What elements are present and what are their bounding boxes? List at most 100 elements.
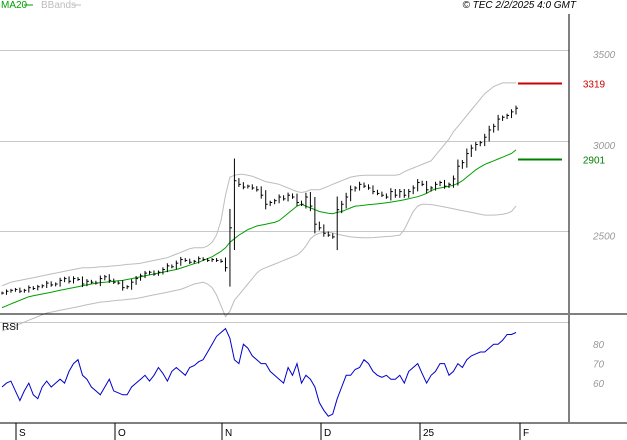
price-bar	[318, 221, 322, 231]
price-bar	[421, 180, 425, 187]
price-bar	[278, 194, 282, 204]
source-credit: © TEC 2/2/2025 4:0 GMT	[462, 0, 576, 11]
price-bar	[68, 276, 72, 284]
price-bar	[148, 270, 152, 275]
price-bar	[475, 141, 478, 151]
price-bar	[251, 184, 255, 190]
ma20-line	[1, 149, 517, 309]
price-bar	[1, 291, 4, 295]
price-bar	[412, 185, 416, 195]
price-y-tick-label: 3500	[593, 50, 616, 61]
price-bar	[390, 188, 393, 201]
price-bar	[247, 184, 250, 189]
price-level-label: 3319	[583, 80, 606, 91]
price-bar	[323, 224, 326, 237]
price-y-tick-labels: 2500 3000 3500	[592, 50, 616, 242]
price-bar	[117, 280, 121, 285]
price-bar	[229, 208, 232, 287]
price-bar	[77, 277, 80, 281]
price-bar	[265, 190, 268, 210]
price-bar	[408, 188, 411, 198]
price-bar	[435, 181, 438, 191]
price-bar	[461, 159, 465, 169]
price-bar	[55, 282, 58, 287]
price-bar	[242, 182, 246, 190]
price-bar	[479, 140, 483, 147]
price-bar	[345, 192, 349, 209]
price-bar	[238, 178, 241, 187]
rsi-panel: RSI 60 70 80	[1, 315, 605, 422]
price-bar	[184, 258, 188, 262]
price-bar	[46, 280, 49, 289]
price-y-tick-label: 2500	[592, 231, 616, 242]
price-bars	[1, 105, 518, 295]
price-bar	[300, 200, 304, 207]
price-bar	[202, 257, 206, 262]
price-bar	[283, 195, 286, 201]
price-bar	[19, 287, 22, 294]
price-bar	[104, 274, 107, 281]
price-bar	[140, 273, 143, 281]
price-bar	[426, 180, 429, 194]
price-bar	[5, 289, 9, 295]
ma-legend-label: MA20	[1, 0, 28, 11]
price-bar	[354, 186, 358, 192]
price-bar	[350, 185, 353, 202]
price-bar	[488, 125, 492, 142]
x-tick-label: 25	[423, 428, 435, 439]
rsi-y-tick-labels: 60 70 80	[593, 340, 605, 390]
rsi-y-tick-label: 60	[593, 379, 605, 390]
price-bar	[314, 196, 317, 234]
price-bar	[256, 186, 259, 192]
price-bar	[113, 278, 116, 284]
price-bar	[32, 286, 36, 291]
price-bar	[189, 258, 192, 265]
price-panel: 2500 3000 3500 3319 2901	[0, 14, 616, 332]
price-bar	[336, 196, 340, 251]
price-bar	[376, 189, 380, 196]
price-bar	[131, 279, 134, 290]
price-bar	[497, 114, 501, 131]
rsi-panel-label: RSI	[2, 322, 19, 333]
price-bar	[493, 123, 496, 133]
price-bar	[372, 185, 375, 195]
price-bar	[470, 144, 474, 157]
price-bar	[166, 263, 170, 273]
price-bar	[135, 275, 139, 285]
price-bar	[207, 258, 210, 262]
price-bar	[368, 184, 371, 190]
price-bar	[327, 231, 331, 237]
price-bar	[86, 279, 89, 287]
price-bar	[153, 270, 156, 276]
price-bar	[50, 281, 54, 287]
price-bar	[506, 113, 510, 120]
price-bar	[287, 192, 291, 202]
bbands-legend-label: BBands	[41, 0, 76, 11]
price-bar	[144, 270, 148, 279]
x-tick-label: S	[19, 428, 26, 439]
price-bar	[394, 188, 398, 198]
price-bar	[430, 186, 434, 192]
price-bar	[37, 284, 40, 291]
price-bar	[515, 105, 518, 115]
price-bar	[175, 260, 179, 270]
price-gridlines	[0, 50, 569, 323]
rsi-y-tick-label: 80	[593, 340, 605, 351]
price-bar	[99, 275, 103, 287]
price-bar	[224, 257, 228, 272]
price-bar	[305, 192, 308, 209]
price-bar	[180, 256, 183, 266]
x-tick-label: N	[225, 428, 232, 439]
x-tick-label: O	[118, 428, 126, 439]
price-bar	[220, 258, 224, 263]
price-bar	[233, 158, 237, 251]
price-bar	[108, 274, 112, 283]
price-bar	[309, 191, 313, 212]
price-bar	[260, 186, 264, 199]
price-bar	[466, 148, 469, 168]
price-bar	[274, 198, 277, 205]
price-bar	[332, 233, 335, 239]
price-bar	[502, 115, 505, 121]
price-bar	[193, 259, 197, 264]
